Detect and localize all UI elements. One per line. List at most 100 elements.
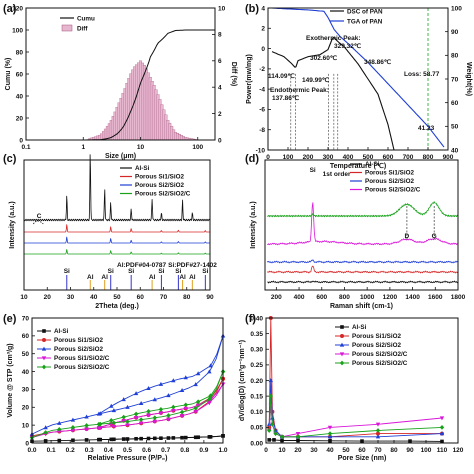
isotherm-point [84, 427, 89, 432]
y-axis-label: Intensity (a.u.) [250, 201, 257, 248]
x-tick-label: 20 [294, 447, 302, 454]
isotherm-point [134, 436, 138, 441]
isotherm-point [208, 393, 213, 399]
y2-tick-label: 6 [218, 58, 222, 65]
annotation-si: Si [310, 167, 316, 174]
y-tick-label: 0 [19, 137, 23, 144]
isotherm-point [183, 375, 188, 380]
isotherm-point [121, 419, 126, 424]
y-tick-label: 50 [22, 351, 30, 358]
y2-tick-label: 80 [451, 53, 459, 60]
psd-point [439, 431, 445, 436]
y2-tick-label: 70 [451, 76, 459, 83]
isotherm-point [171, 436, 176, 440]
isotherm-point [208, 363, 213, 368]
isotherm-point [166, 413, 171, 418]
x-tick-label: 100 [421, 447, 432, 454]
y2-tick-label: 40 [451, 147, 459, 154]
legend-label-tga: TGA of PAN [347, 19, 383, 26]
legend-marker [42, 338, 46, 342]
legend-label: Porous Si2/SiO2 [135, 182, 184, 189]
x-tick-label: 0.1 [21, 144, 30, 151]
isotherm-point [109, 403, 114, 408]
isotherm-point [121, 397, 126, 402]
y2-tick-label: 90 [451, 29, 459, 36]
isotherm-point [138, 401, 144, 406]
panel-label-d: (d) [245, 153, 259, 165]
isotherm-point [43, 430, 48, 435]
x-tick-label: 0.3 [85, 447, 94, 454]
annotation-endo-title: Endothermic Peak: [270, 87, 329, 94]
psd-point [295, 434, 301, 440]
y2-axis-label: Weight(%) [465, 62, 472, 96]
y-tick-label: 0.25 [250, 362, 263, 369]
legend-label: Porous Si2/SiO2/C [352, 351, 408, 358]
x-tick-label: 1400 [405, 294, 420, 301]
x-tick-label: 10 [278, 447, 286, 454]
x-tick-label: 300 [323, 154, 334, 161]
isotherm-point [183, 402, 188, 408]
y-tick-label: 20 [16, 115, 24, 122]
y-tick-label: 30 [22, 387, 30, 394]
isotherm-point [193, 410, 198, 415]
isotherm-point [207, 401, 212, 406]
isotherm-point [193, 405, 198, 411]
y2-tick-label: 50 [451, 124, 459, 131]
psd-point [268, 393, 273, 399]
legend-label: Porous Si2/SiO2 [54, 346, 103, 353]
psd-point [268, 378, 273, 383]
isotherm-point [112, 437, 116, 442]
isotherm-point [57, 438, 62, 443]
y-tick-label: 80 [16, 49, 24, 56]
x-tick-label: 0.8 [180, 447, 189, 454]
x-tick-label: 30 [310, 447, 318, 454]
y-tick-label: 0.40 [250, 315, 263, 322]
isotherm-point [139, 436, 143, 441]
x-tick-label: 30 [67, 294, 75, 301]
raman-line-2 [266, 259, 459, 264]
x-axis-label: 2Theta (deg.) [95, 303, 139, 310]
isotherm-point [158, 381, 164, 386]
isotherm-point [166, 417, 171, 422]
psd-point [273, 431, 278, 437]
isotherm-point [121, 437, 126, 441]
y-tick-label: 0.00 [250, 440, 263, 447]
psd-point [327, 434, 333, 439]
y2-tick-label: 0 [218, 137, 222, 144]
al-ref-label: Al [189, 274, 196, 281]
isotherm-point [207, 396, 212, 402]
y-tick-label: 0.35 [250, 331, 263, 338]
psd-line [268, 395, 443, 438]
x-tick-label: 400 [294, 294, 305, 301]
isotherm-point [96, 421, 102, 427]
y-tick-label: 2 [261, 26, 265, 33]
isotherm-point [193, 382, 198, 387]
isotherm-point [193, 435, 198, 440]
panel-label-c: (c) [3, 153, 17, 165]
y-tick-label: 0.05 [250, 425, 263, 432]
isotherm-point [43, 439, 48, 443]
x-tick-label: 0.9 [199, 447, 208, 454]
annotation-exo-value: 329.32℃ [334, 42, 362, 50]
x-tick-label: 1000 [360, 294, 375, 301]
x-tick-label: 900 [443, 154, 454, 161]
x-tick-label: 80 [183, 294, 191, 301]
x-tick-label: 60 [358, 447, 366, 454]
x-tick-label: 100 [283, 154, 294, 161]
psd-point [327, 431, 333, 437]
isotherm-point [133, 391, 139, 396]
panel-label-e: (e) [3, 313, 17, 325]
legend-label: Porous Si1/SiO2 [352, 333, 401, 340]
y-axis-label: Intensity (a.u.) [9, 201, 16, 248]
psd-point [295, 432, 301, 437]
al-ref-label: Al [87, 274, 94, 281]
x-axis-label: Raman shift (cm-1) [330, 303, 393, 310]
annotation-first-order: 1st order [323, 171, 351, 178]
legend-label: Al-Si [352, 324, 367, 331]
x-tick-label: 50 [113, 294, 121, 301]
x-tick-label: 400 [343, 154, 354, 161]
psd-point [375, 422, 381, 427]
y-tick-label: 70 [22, 315, 30, 322]
x-tick-label: 40 [326, 447, 334, 454]
annotation-exo-title: Exothermic Peak: [306, 35, 361, 42]
